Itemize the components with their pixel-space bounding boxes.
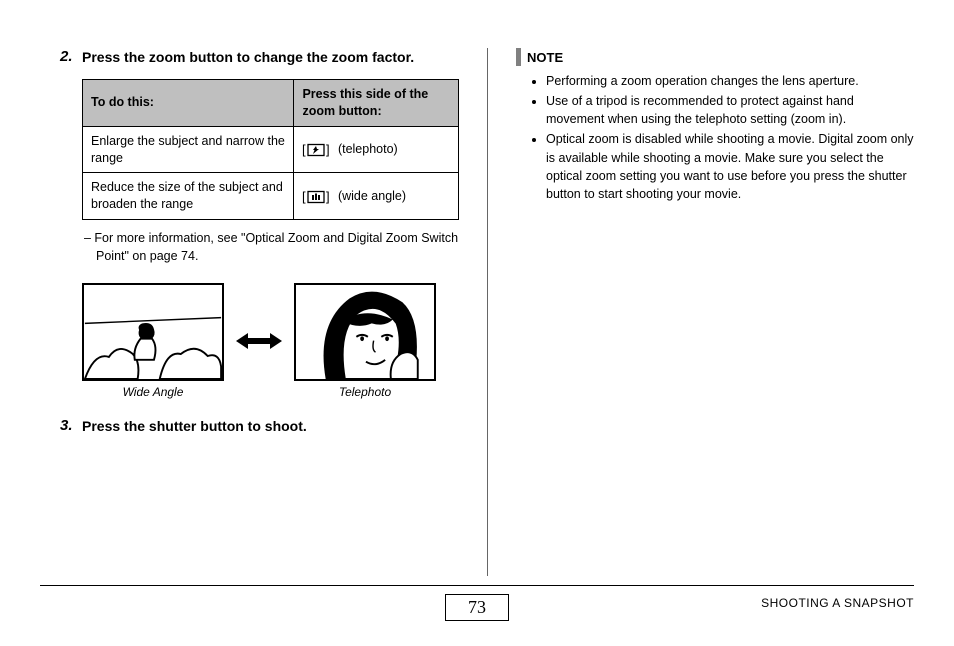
telephoto-frame	[294, 283, 436, 381]
step-text: Press the shutter button to shoot.	[82, 417, 307, 436]
step-number: 3.	[60, 417, 82, 434]
cell-button: [ ] (telephoto)	[294, 126, 459, 173]
svg-text:]: ]	[326, 190, 330, 204]
left-column: 2. Press the zoom button to change the z…	[60, 48, 487, 576]
wide-angle-example: Wide Angle	[82, 283, 224, 399]
right-column: NOTE Performing a zoom operation changes…	[487, 48, 914, 576]
wide-caption: Wide Angle	[123, 385, 184, 399]
example-images: Wide Angle	[60, 283, 459, 399]
table-row: Enlarge the subject and narrow the range…	[83, 126, 459, 173]
step-3: 3. Press the shutter button to shoot.	[60, 417, 459, 436]
step-text: Press the zoom button to change the zoom…	[82, 48, 414, 67]
note-label: NOTE	[527, 50, 563, 65]
page-footer: 73 SHOOTING A SNAPSHOT	[40, 585, 914, 622]
wide-angle-icon: [ ]	[302, 190, 334, 204]
sub-note: – For more information, see "Optical Zoo…	[60, 230, 459, 265]
telephoto-icon: [ ]	[302, 143, 334, 157]
note-header: NOTE	[516, 48, 914, 66]
table-header-row: To do this: Press this side of the zoom …	[83, 79, 459, 126]
cell-action: Enlarge the subject and narrow the range	[83, 126, 294, 173]
section-title: SHOOTING A SNAPSHOT	[761, 596, 914, 610]
note-bar-icon	[516, 48, 521, 66]
footer-rule	[40, 585, 914, 586]
cell-button: [ ] (wide angle)	[294, 173, 459, 220]
step-2: 2. Press the zoom button to change the z…	[60, 48, 459, 67]
page-content: 2. Press the zoom button to change the z…	[0, 0, 954, 576]
page-number: 73	[445, 594, 509, 621]
cell-action: Reduce the size of the subject and broad…	[83, 173, 294, 220]
note-list: Performing a zoom operation changes the …	[516, 72, 914, 203]
cell-button-text: (wide angle)	[334, 189, 406, 203]
zoom-table: To do this: Press this side of the zoom …	[82, 79, 459, 220]
th-button: Press this side of the zoom button:	[294, 79, 459, 126]
svg-text:]: ]	[326, 143, 330, 157]
table-row: Reduce the size of the subject and broad…	[83, 173, 459, 220]
th-action: To do this:	[83, 79, 294, 126]
svg-text:[: [	[302, 143, 306, 157]
telephoto-example: Telephoto	[294, 283, 436, 399]
cell-button-text: (telephoto)	[334, 142, 397, 156]
tele-caption: Telephoto	[339, 385, 391, 399]
list-item: Use of a tripod is recommended to protec…	[546, 92, 914, 128]
svg-text:[: [	[302, 190, 306, 204]
wide-angle-frame	[82, 283, 224, 381]
footer-row: 73 SHOOTING A SNAPSHOT	[40, 592, 914, 622]
list-item: Performing a zoom operation changes the …	[546, 72, 914, 90]
double-arrow-icon	[236, 331, 282, 351]
step-number: 2.	[60, 48, 82, 65]
list-item: Optical zoom is disabled while shooting …	[546, 130, 914, 203]
zoom-table-wrap: To do this: Press this side of the zoom …	[60, 79, 459, 220]
